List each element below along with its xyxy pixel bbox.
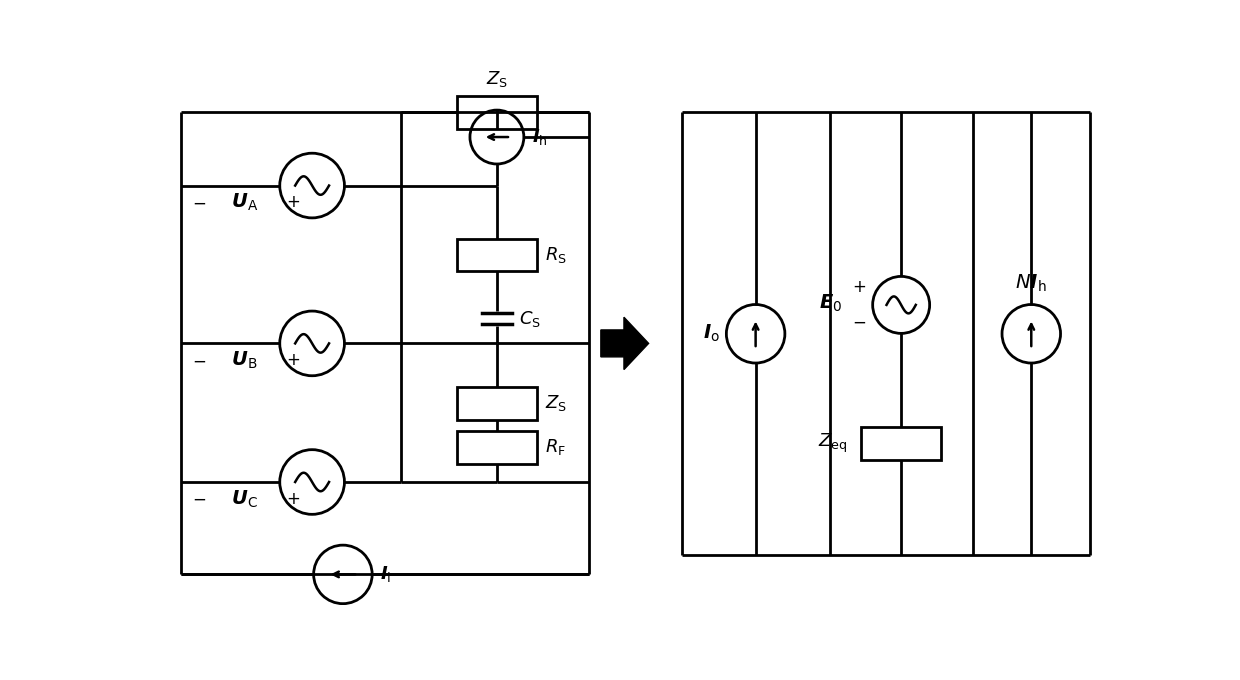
Text: $+$: $+$	[852, 278, 866, 296]
Text: $\boldsymbol{I}_\mathrm{i}$: $\boldsymbol{I}_\mathrm{i}$	[379, 564, 391, 584]
Text: $+$: $+$	[285, 352, 300, 369]
Text: $\boldsymbol{I}_\mathrm{h}$: $\boldsymbol{I}_\mathrm{h}$	[532, 127, 547, 147]
Text: $C_\mathrm{S}$: $C_\mathrm{S}$	[520, 309, 541, 328]
Text: $Z_\mathrm{eq}$: $Z_\mathrm{eq}$	[818, 432, 847, 455]
Text: $N\boldsymbol{I}_\mathrm{h}$: $N\boldsymbol{I}_\mathrm{h}$	[1016, 273, 1047, 294]
Text: $Z_\mathrm{S}$: $Z_\mathrm{S}$	[486, 69, 508, 88]
Text: $R_\mathrm{F}$: $R_\mathrm{F}$	[544, 437, 565, 458]
Text: $+$: $+$	[285, 490, 300, 508]
Bar	[456, 431, 537, 464]
Text: $\boldsymbol{U}_\mathrm{B}$: $\boldsymbol{U}_\mathrm{B}$	[231, 350, 258, 371]
Bar	[456, 239, 537, 271]
FancyArrow shape	[601, 317, 649, 370]
Text: $-$: $-$	[192, 352, 206, 369]
Text: $\boldsymbol{U}_\mathrm{A}$: $\boldsymbol{U}_\mathrm{A}$	[231, 192, 258, 213]
Text: $-$: $-$	[192, 490, 206, 508]
Text: $\boldsymbol{I}_\mathrm{o}$: $\boldsymbol{I}_\mathrm{o}$	[703, 323, 720, 345]
Text: $Z_\mathrm{S}$: $Z_\mathrm{S}$	[544, 394, 567, 413]
Bar	[456, 388, 537, 420]
Text: $-$: $-$	[852, 313, 866, 331]
Bar	[456, 97, 537, 129]
Text: $\boldsymbol{E}_0$: $\boldsymbol{E}_0$	[818, 292, 842, 314]
Text: $R_\mathrm{S}$: $R_\mathrm{S}$	[544, 245, 567, 265]
Text: $-$: $-$	[192, 194, 206, 211]
Bar	[861, 427, 941, 460]
Text: $+$: $+$	[285, 194, 300, 211]
Text: $\boldsymbol{U}_\mathrm{C}$: $\boldsymbol{U}_\mathrm{C}$	[231, 488, 258, 509]
